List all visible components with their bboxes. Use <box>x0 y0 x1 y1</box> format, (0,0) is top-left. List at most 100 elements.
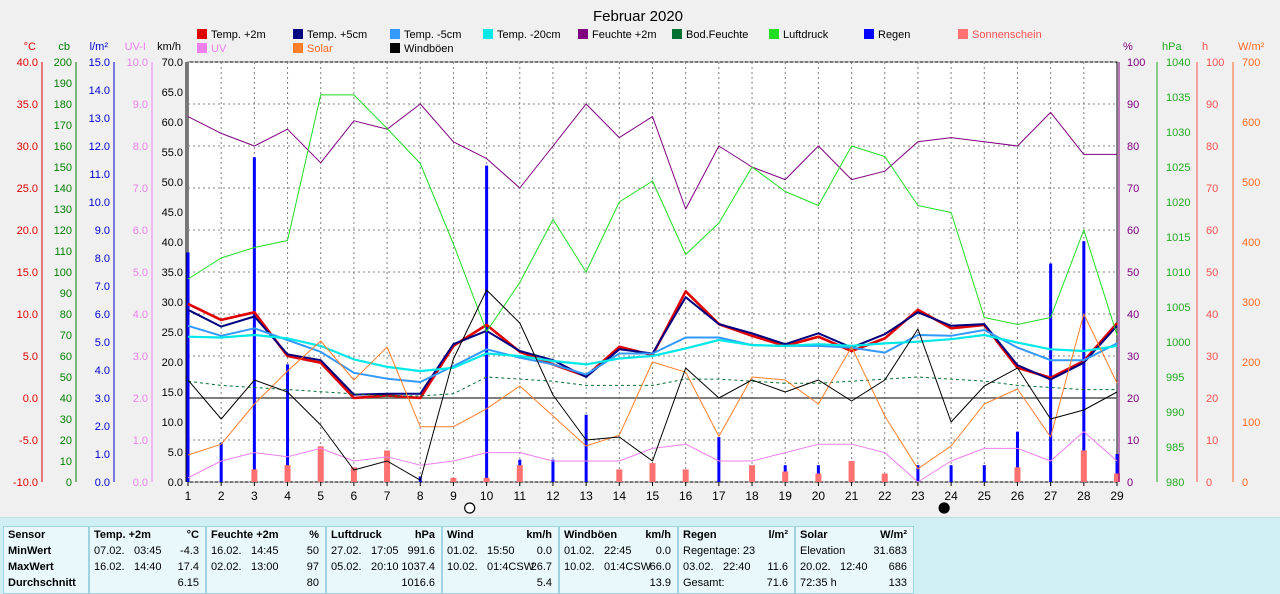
x-axis-tick-label: 2 <box>218 489 225 503</box>
left-axis-tick-label: 15.0 <box>17 267 38 279</box>
series-line-temp-5cm <box>187 324 1118 383</box>
legend-swatch <box>769 29 779 39</box>
legend-swatch <box>483 29 493 39</box>
bar-regen <box>186 252 190 482</box>
legend-swatch <box>672 29 682 39</box>
right-axis-tick-label: 50 <box>1206 267 1218 279</box>
stats-temp-max-time: 14:40 <box>134 561 162 573</box>
stats-wind-min: 0.0 <box>536 545 552 557</box>
left-axis-tick-label: -10.0 <box>13 477 38 489</box>
x-axis-tick-label: 23 <box>911 489 925 503</box>
left-axis-tick-label: 20 <box>60 435 72 447</box>
right-axis-tick-label: 1040 <box>1166 57 1190 69</box>
left-axis-tick-label: 7.0 <box>133 183 148 195</box>
x-axis-tick-label: 24 <box>944 489 958 503</box>
left-axis-unit: km/h <box>157 41 181 53</box>
right-axis-tick-label: 1020 <box>1166 197 1190 209</box>
x-axis-tick-label: 12 <box>546 489 560 503</box>
left-axis-tick-label: 70.0 <box>162 57 183 69</box>
left-axis-tick-label: 6.0 <box>133 225 148 237</box>
series-line-feuchte-2m <box>187 103 1117 210</box>
x-axis-tick-label: 25 <box>978 489 992 503</box>
right-axis-tick-label: 995 <box>1166 372 1184 384</box>
right-axis-tick-label: 200 <box>1242 357 1260 369</box>
bar-sonnenschein <box>848 461 855 482</box>
right-axis-tick-label: 1015 <box>1166 232 1190 244</box>
left-axis-tick-label: 200 <box>54 57 72 69</box>
right-axis-tick-label: 1000 <box>1166 337 1190 349</box>
stats-pressure-title: Luftdruck <box>331 529 382 541</box>
stats-humidity-min-date: 16.02. <box>211 545 242 557</box>
legend-label: Solar <box>307 43 333 55</box>
x-axis-tick-label: 6 <box>351 489 358 503</box>
right-axis-tick-label: 60 <box>1127 225 1139 237</box>
stats-wind-title: Wind <box>447 529 474 541</box>
x-axis-tick-label: 3 <box>251 489 258 503</box>
legend-label: Bod.Feuchte <box>686 29 748 41</box>
right-axis-tick-label: 10 <box>1206 435 1218 447</box>
bar-sonnenschein <box>649 463 656 482</box>
x-axis-tick-label: 19 <box>779 489 793 503</box>
left-axis-tick-label: 110 <box>54 246 72 258</box>
left-axis-tick-label: 3.0 <box>95 393 110 405</box>
left-axis-tick-label: 50.0 <box>162 177 183 189</box>
stats-solar-unit: W/m² <box>880 529 907 541</box>
left-axis-tick-label: 60.0 <box>162 117 183 129</box>
stats-solar-duration: 72:35 h <box>800 577 837 589</box>
right-axis-tick-label: 985 <box>1166 442 1184 454</box>
right-axis-tick-label: 60 <box>1206 225 1218 237</box>
bar-sonnenschein <box>317 446 324 482</box>
legend-label: Sonnenschein <box>972 29 1042 41</box>
left-axis-tick-label: 14.0 <box>89 85 110 97</box>
right-axis-tick-label: 990 <box>1166 407 1184 419</box>
stats-wind-max-time: 01:4CSW <box>487 561 535 573</box>
series-line-bod-feuchte <box>187 376 1117 397</box>
x-axis-tick-label: 9 <box>450 489 457 503</box>
stats-humidity-min: 50 <box>306 545 319 557</box>
left-axis-tick-label: 10.0 <box>89 197 110 209</box>
x-axis-tick-label: 1 <box>185 489 192 503</box>
x-axis-tick-label: 17 <box>712 489 726 503</box>
left-axis-tick-label: 1.0 <box>95 449 110 461</box>
bar-regen <box>916 465 920 482</box>
stats-temp-unit: °C <box>186 529 199 541</box>
bar-regen <box>1015 431 1019 482</box>
right-axis-tick-label: 20 <box>1206 393 1218 405</box>
stats-gusts-avg: 13.9 <box>649 577 671 589</box>
stats-row-max: MaxWert <box>8 561 54 573</box>
bar-regen <box>551 459 555 482</box>
left-axis-tick-label: 4.0 <box>95 365 110 377</box>
bar-regen <box>252 157 256 482</box>
stats-temp-box: Temp. +2m °C 07.02. 03:45 -4.3 16.02. 14… <box>89 526 206 594</box>
legend-label: Temp. -20cm <box>497 29 561 41</box>
right-axis-tick-label: 40 <box>1127 309 1139 321</box>
left-axis-tick-label: 11.0 <box>89 169 110 181</box>
left-axis-unit: l/m² <box>90 41 109 53</box>
right-axis-tick-label: 90 <box>1127 99 1139 111</box>
left-axis-tick-label: 0 <box>66 477 72 489</box>
right-axis-tick-label: 500 <box>1242 177 1260 189</box>
stats-solar-elevation: 31.683 <box>873 545 907 557</box>
x-axis-tick-label: 10 <box>480 489 494 503</box>
stats-gusts-max-time: 01:4CSW <box>604 561 652 573</box>
left-axis-tick-label: 30 <box>60 414 72 426</box>
left-axis-tick-label: 3.0 <box>133 351 148 363</box>
stats-wind-max: 26.7 <box>530 561 552 573</box>
legend-swatch <box>864 29 874 39</box>
left-axis-tick-label: 20.0 <box>17 225 38 237</box>
moon-full-icon <box>464 502 476 514</box>
right-axis-tick-label: 40 <box>1206 309 1218 321</box>
right-axis-unit: W/m² <box>1238 41 1265 53</box>
x-axis-tick-label: 14 <box>613 489 627 503</box>
x-axis-tick-label: 15 <box>646 489 660 503</box>
x-axis-tick-label: 28 <box>1077 489 1091 503</box>
stats-wind-avg: 5.4 <box>536 577 552 589</box>
series-line-luftdruck <box>187 94 1118 336</box>
right-axis-tick-label: 100 <box>1206 57 1224 69</box>
bar-sonnenschein <box>881 473 888 482</box>
left-axis-tick-label: 190 <box>54 78 72 90</box>
left-axis-tick-label: 5.0 <box>168 447 183 459</box>
bar-sonnenschein <box>682 469 689 482</box>
left-axis-tick-label: 8.0 <box>95 253 110 265</box>
stats-gusts-title: Windböen <box>564 529 618 541</box>
